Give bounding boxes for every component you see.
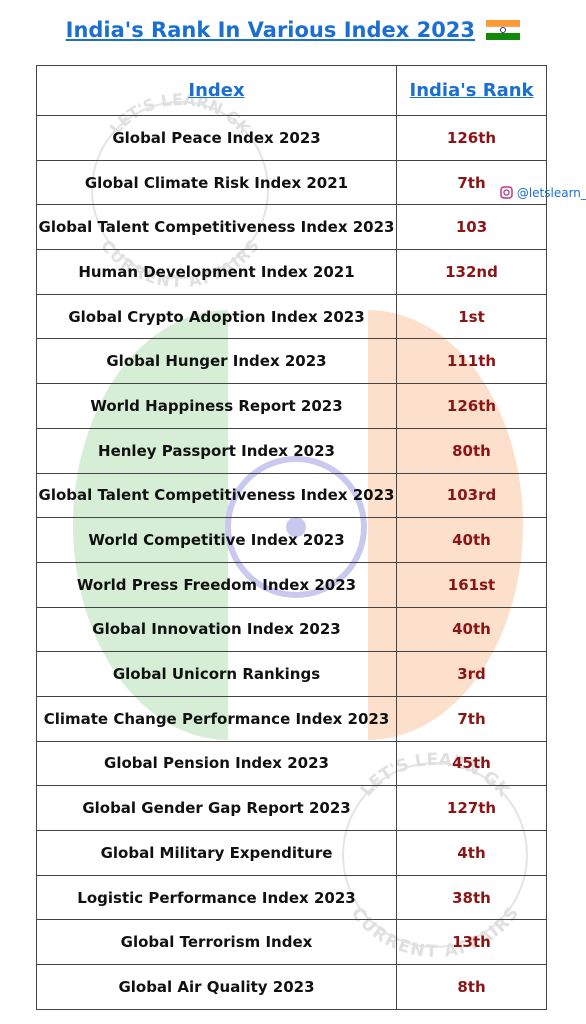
rank-cell: 126th [396, 115, 547, 161]
table-row: Global Climate Risk Index 2021 7th [36, 159, 547, 206]
index-cell: Global Pension Index 2023 [36, 740, 397, 787]
rank-cell: 80th [396, 427, 547, 474]
table-row: Climate Change Performance Index 2023 7th [36, 695, 547, 742]
flag-icon [486, 20, 521, 40]
table-row: Global Terrorism Index 13th [36, 919, 547, 966]
index-cell: World Happiness Report 2023 [36, 383, 397, 429]
rank-cell: 127th [396, 785, 547, 831]
rank-cell: 45th [396, 740, 547, 787]
rank-cell: 38th [396, 874, 547, 921]
index-cell: Global Gender Gap Report 2023 [36, 785, 397, 831]
rank-cell: 111th [396, 338, 547, 385]
index-cell: World Competitive Index 2023 [36, 517, 397, 563]
rank-cell: 103 [396, 204, 547, 251]
index-cell: Global Crypto Adoption Index 2023 [36, 293, 397, 340]
table-row: Global Air Quality 2023 8th [36, 964, 547, 1010]
instagram-icon [500, 186, 513, 199]
table-row: Global Talent Competitiveness Index 2023… [36, 204, 547, 251]
index-cell: Global Climate Risk Index 2021 [36, 159, 397, 206]
rank-table: Index India's Rank Global Peace Index 20… [36, 65, 547, 1010]
index-cell: Human Development Index 2021 [36, 249, 397, 295]
index-cell: Global Military Expenditure [36, 830, 397, 876]
table-row: Global Peace Index 2023 126th [36, 115, 547, 161]
rank-cell: 1st [396, 293, 547, 340]
index-cell: Global Talent Competitiveness Index 2023 [36, 204, 397, 251]
rank-cell: 161st [396, 561, 547, 608]
index-cell: Logistic Performance Index 2023 [36, 874, 397, 921]
rank-cell: 40th [396, 606, 547, 653]
rank-cell: 13th [396, 919, 547, 966]
table-row: World Happiness Report 2023 126th [36, 383, 547, 429]
table-row: Global Pension Index 2023 45th [36, 740, 547, 787]
rank-cell: 4th [396, 830, 547, 876]
table-row: Global Unicorn Rankings 3rd [36, 651, 547, 697]
table-row: Global Talent Competitiveness Index 2023… [36, 472, 547, 519]
handle-text: @letslearn_ [516, 186, 586, 200]
index-cell: Global Talent Competitiveness Index 2023 [36, 472, 397, 519]
rank-cell: 103rd [396, 472, 547, 519]
table-row: Global Gender Gap Report 2023 127th [36, 785, 547, 831]
header-cell: India's Rank [396, 65, 547, 116]
header-row: Index India's Rank [36, 65, 547, 116]
rank-cell: 7th [396, 695, 547, 742]
title: India's Rank In Various Index 2023 [65, 18, 476, 42]
table-row: Henley Passport Index 2023 80th [36, 427, 547, 474]
table-row: Human Development Index 2021 132nd [36, 249, 547, 295]
rank-cell: 8th [396, 964, 547, 1010]
rank-cell: 7th [396, 159, 547, 206]
rank-cell: 3rd [396, 651, 547, 697]
table-row: Global Military Expenditure 4th [36, 830, 547, 876]
handle: @letslearn_ [500, 186, 586, 200]
index-cell: Global Peace Index 2023 [36, 115, 397, 161]
index-cell: Global Unicorn Rankings [36, 651, 397, 697]
header-cell: Index [36, 65, 397, 116]
title-bar: India's Rank In Various Index 2023 [0, 18, 586, 42]
rank-cell: 126th [396, 383, 547, 429]
rank-cell: 132nd [396, 249, 547, 295]
table-row: Logistic Performance Index 2023 38th [36, 874, 547, 921]
index-cell: Climate Change Performance Index 2023 [36, 695, 397, 742]
index-cell: Global Air Quality 2023 [36, 964, 397, 1010]
index-cell: Global Terrorism Index [36, 919, 397, 966]
table-row: World Press Freedom Index 2023 161st [36, 561, 547, 608]
table-row: World Competitive Index 2023 40th [36, 517, 547, 563]
index-cell: Global Hunger Index 2023 [36, 338, 397, 385]
table-row: Global Hunger Index 2023 111th [36, 338, 547, 385]
index-cell: Henley Passport Index 2023 [36, 427, 397, 474]
index-cell: World Press Freedom Index 2023 [36, 561, 397, 608]
table-row: Global Innovation Index 2023 40th [36, 606, 547, 653]
table-row: Global Crypto Adoption Index 2023 1st [36, 293, 547, 340]
rank-cell: 40th [396, 517, 547, 563]
index-cell: Global Innovation Index 2023 [36, 606, 397, 653]
